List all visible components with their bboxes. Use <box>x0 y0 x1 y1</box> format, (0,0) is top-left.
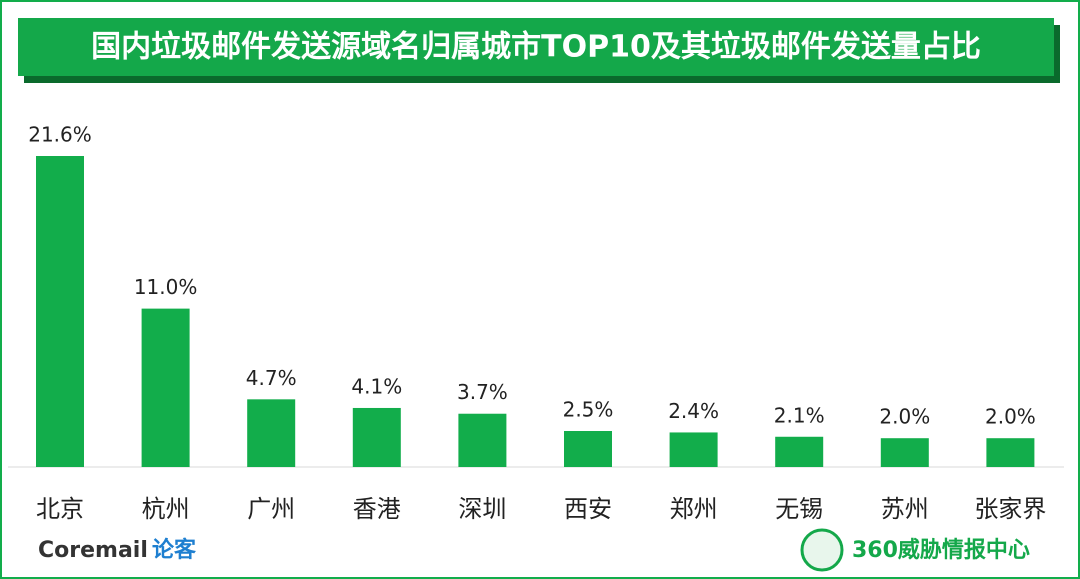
x-tick-label: 西安 <box>564 495 612 523</box>
x-tick-label: 深圳 <box>458 495 506 523</box>
bar <box>669 432 718 467</box>
bar <box>352 407 401 467</box>
value-label: 4.1% <box>351 374 402 398</box>
value-label: 4.7% <box>246 366 297 390</box>
value-label: 2.1% <box>774 403 825 427</box>
x-tick-label: 张家界 <box>974 495 1046 523</box>
x-tick-label: 郑州 <box>670 495 718 523</box>
left-logo: Coremail <box>38 538 148 563</box>
chart-title: 国内垃圾邮件发送源域名归属城市TOP10及其垃圾邮件发送量占比 <box>91 30 981 65</box>
title-banner <box>18 18 1054 76</box>
x-tick-label: 香港 <box>353 495 401 523</box>
right-logo-emblem <box>800 528 844 572</box>
bar <box>36 156 84 467</box>
x-tick-label: 无锡 <box>775 495 823 523</box>
value-label: 2.0% <box>879 405 930 429</box>
bar <box>880 438 929 467</box>
x-tick-label: 苏州 <box>881 495 929 523</box>
x-tick-label: 北京 <box>36 495 84 523</box>
bar <box>775 436 824 467</box>
x-tick-label: 杭州 <box>142 495 190 523</box>
value-label: 11.0% <box>134 275 198 299</box>
value-label: 21.6% <box>28 123 92 147</box>
value-label: 3.7% <box>457 380 508 404</box>
value-label: 2.0% <box>985 405 1036 429</box>
left-logo-suffix: 论客 <box>152 537 197 563</box>
value-label: 2.4% <box>668 399 719 423</box>
x-tick-label: 广州 <box>247 495 295 523</box>
bar <box>564 431 612 467</box>
bar <box>986 438 1035 467</box>
right-logo: 360威胁情报中心 <box>852 537 1030 563</box>
value-label: 2.5% <box>563 398 614 422</box>
bar <box>458 413 507 467</box>
bar <box>247 399 296 467</box>
bar <box>141 308 190 467</box>
